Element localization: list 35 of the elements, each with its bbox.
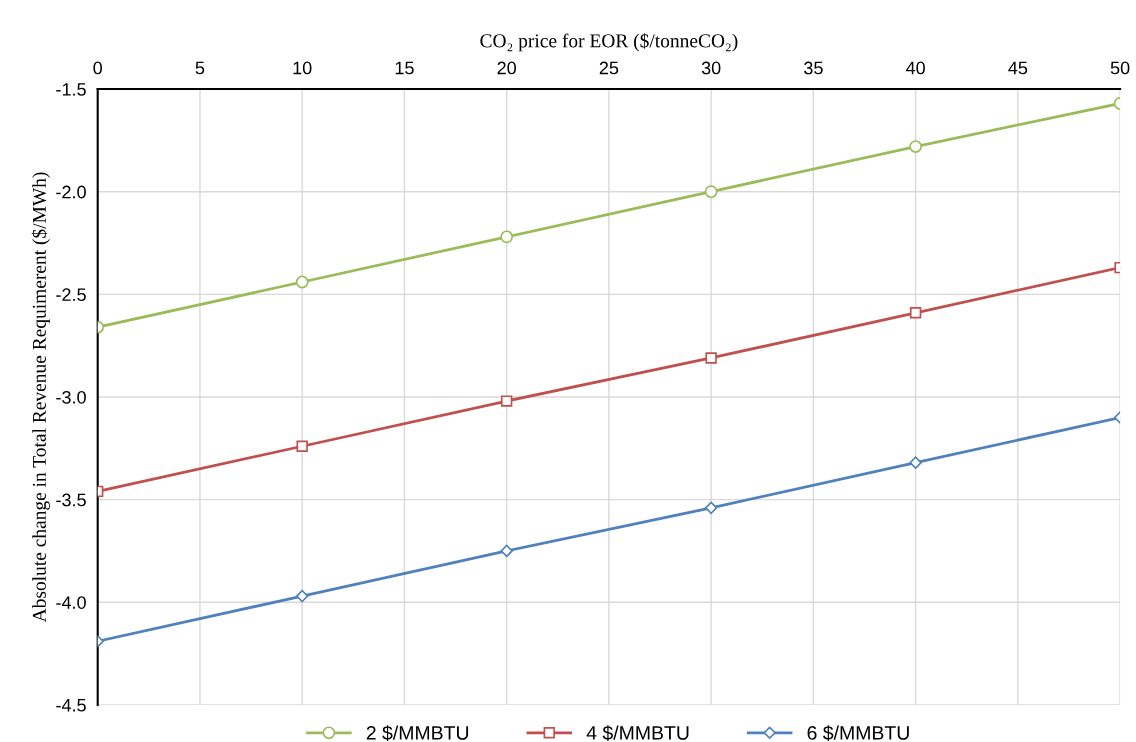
point [704,501,718,515]
x-tick-label: 45 [1008,61,1028,75]
legend-label: 4 $/MMBTU [586,725,689,741]
y-tick-label: -2.0 [56,185,86,199]
x-tick-label: 50 [1110,61,1130,75]
x-axis-title: CO₂ price for EOR ($/tonneCO₂) [480,33,738,52]
point [705,352,717,364]
y-tick-label: -4.0 [56,596,86,609]
x-tick-label: 0 [93,61,103,75]
x-tick-label: 30 [701,61,721,75]
point [704,185,718,199]
y-tick-label: -1.5 [56,83,86,96]
x-tick-label: 40 [905,61,925,75]
point [500,544,513,558]
point [500,395,513,407]
legend-label: 6 $/MMBTU [807,725,909,741]
point [909,456,922,469]
y-tick-label: -2.5 [56,288,86,302]
point [909,307,922,319]
point [296,440,308,452]
point [295,589,309,603]
point [500,230,514,244]
x-tick-label: 15 [395,61,414,75]
y-tick-label: -3.0 [56,390,86,404]
x-tick-label: 10 [293,61,312,75]
x-tick-label: 5 [195,61,205,75]
x-tick-label: 35 [804,61,823,75]
x-tick-label: 25 [599,61,619,75]
y-tick-label: -3.5 [56,493,86,507]
y-axis-title: Absolute change in Total Revenue Requimerent ($/MWh) [31,172,50,623]
point [295,275,309,289]
x-tick-label: 20 [497,61,516,75]
point [909,140,923,153]
y-tick-label: -4.5 [56,699,86,712]
legend-label: 2 $/MMBTU [366,725,469,741]
